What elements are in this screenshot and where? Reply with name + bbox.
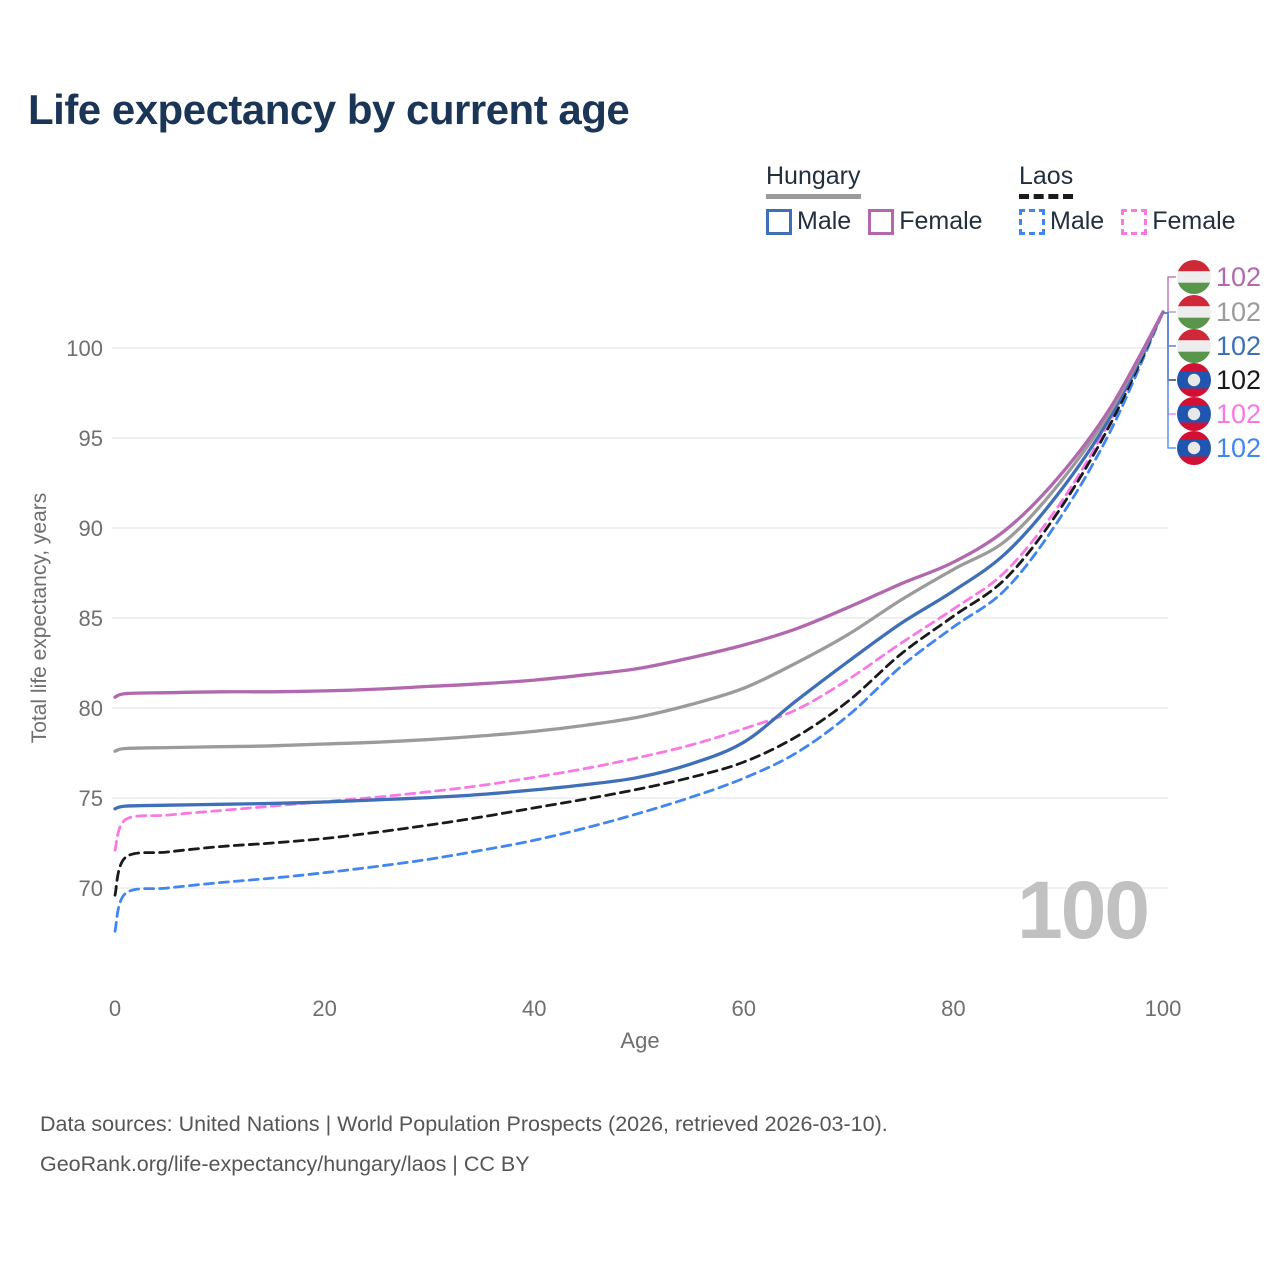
- hungary-flag-icon: [1177, 295, 1211, 329]
- legend-item-label: Female: [1152, 207, 1236, 235]
- legend-country-hungary[interactable]: Hungary: [766, 162, 1000, 199]
- end-connector-laos-female: [1163, 312, 1176, 415]
- y-tick-label: 70: [79, 876, 103, 901]
- series-line-laos-male[interactable]: [113, 310, 1165, 933]
- y-tick-label: 90: [79, 516, 103, 541]
- y-tick-label: 75: [79, 786, 103, 811]
- series-line-hungary-both[interactable]: [113, 310, 1165, 753]
- end-value-label-laos-both[interactable]: 102: [1216, 365, 1261, 395]
- legend-item-hungary-male[interactable]: Male: [766, 207, 851, 236]
- laos-flag-icon: [1177, 397, 1211, 431]
- hungary-flag-icon: [1177, 329, 1211, 363]
- hungary-flag-icon: [1177, 260, 1211, 294]
- x-axis-label: Age: [620, 1028, 659, 1053]
- page-title: Life expectancy by current age: [28, 86, 630, 133]
- series-line-hungary-female[interactable]: [113, 310, 1165, 699]
- source-line-1: Data sources: United Nations | World Pop…: [40, 1112, 888, 1136]
- end-value-label-laos-female[interactable]: 102: [1216, 399, 1261, 429]
- x-tick-label: 20: [312, 996, 336, 1021]
- legend: Hungary Male Female Laos Male Female: [0, 162, 1280, 242]
- x-tick-label: 80: [941, 996, 965, 1021]
- legend-group-hungary: Hungary Male Female: [766, 162, 1000, 236]
- legend-item-label: Female: [899, 207, 983, 235]
- legend-item-laos-female[interactable]: Female: [1121, 207, 1236, 236]
- y-tick-label: 100: [66, 336, 103, 361]
- y-tick-label: 95: [79, 426, 103, 451]
- series-line-hungary-male[interactable]: [113, 310, 1165, 811]
- laos-male-swatch-icon: [1019, 208, 1045, 235]
- end-value-label-hungary-male[interactable]: 102: [1216, 331, 1261, 361]
- end-connector-laos-male: [1163, 312, 1176, 449]
- end-connector-hungary-male: [1163, 312, 1176, 347]
- source-note: Data sources: United Nations | World Pop…: [40, 1104, 888, 1184]
- hungary-male-swatch-icon: [766, 208, 792, 235]
- legend-country-laos-label: Laos: [1019, 162, 1074, 199]
- legend-country-hungary-label: Hungary: [766, 162, 861, 199]
- series-line-laos-both[interactable]: [113, 310, 1165, 897]
- x-tick-label: 100: [1145, 996, 1182, 1021]
- laos-female-swatch-icon: [1121, 208, 1148, 235]
- end-value-label-laos-male[interactable]: 102: [1216, 433, 1261, 463]
- y-axis-title: Total life expectancy, years: [28, 493, 51, 744]
- end-connector-hungary-female: [1163, 276, 1176, 314]
- legend-item-label: Male: [797, 207, 852, 235]
- y-tick-label: 80: [79, 696, 103, 721]
- legend-item-label: Male: [1050, 207, 1105, 235]
- end-value-label-hungary-both[interactable]: 102: [1216, 297, 1261, 327]
- legend-item-hungary-female[interactable]: Female: [868, 207, 983, 236]
- hungary-female-swatch-icon: [868, 208, 895, 235]
- legend-group-laos: Laos Male Female: [1019, 162, 1253, 236]
- x-tick-label: 40: [522, 996, 546, 1021]
- source-line-2[interactable]: GeoRank.org/life-expectancy/hungary/laos…: [40, 1152, 530, 1176]
- series-line-laos-female[interactable]: [113, 310, 1165, 852]
- legend-country-laos[interactable]: Laos: [1019, 162, 1253, 199]
- x-tick-label: 0: [109, 996, 121, 1021]
- y-tick-label: 85: [79, 606, 103, 631]
- x-tick-label: 60: [732, 996, 756, 1021]
- laos-flag-icon: [1177, 431, 1211, 465]
- legend-item-laos-male[interactable]: Male: [1019, 207, 1104, 236]
- current-age-watermark: 100: [1017, 865, 1150, 956]
- end-value-label-hungary-female[interactable]: 102: [1216, 262, 1261, 292]
- laos-flag-icon: [1177, 363, 1211, 397]
